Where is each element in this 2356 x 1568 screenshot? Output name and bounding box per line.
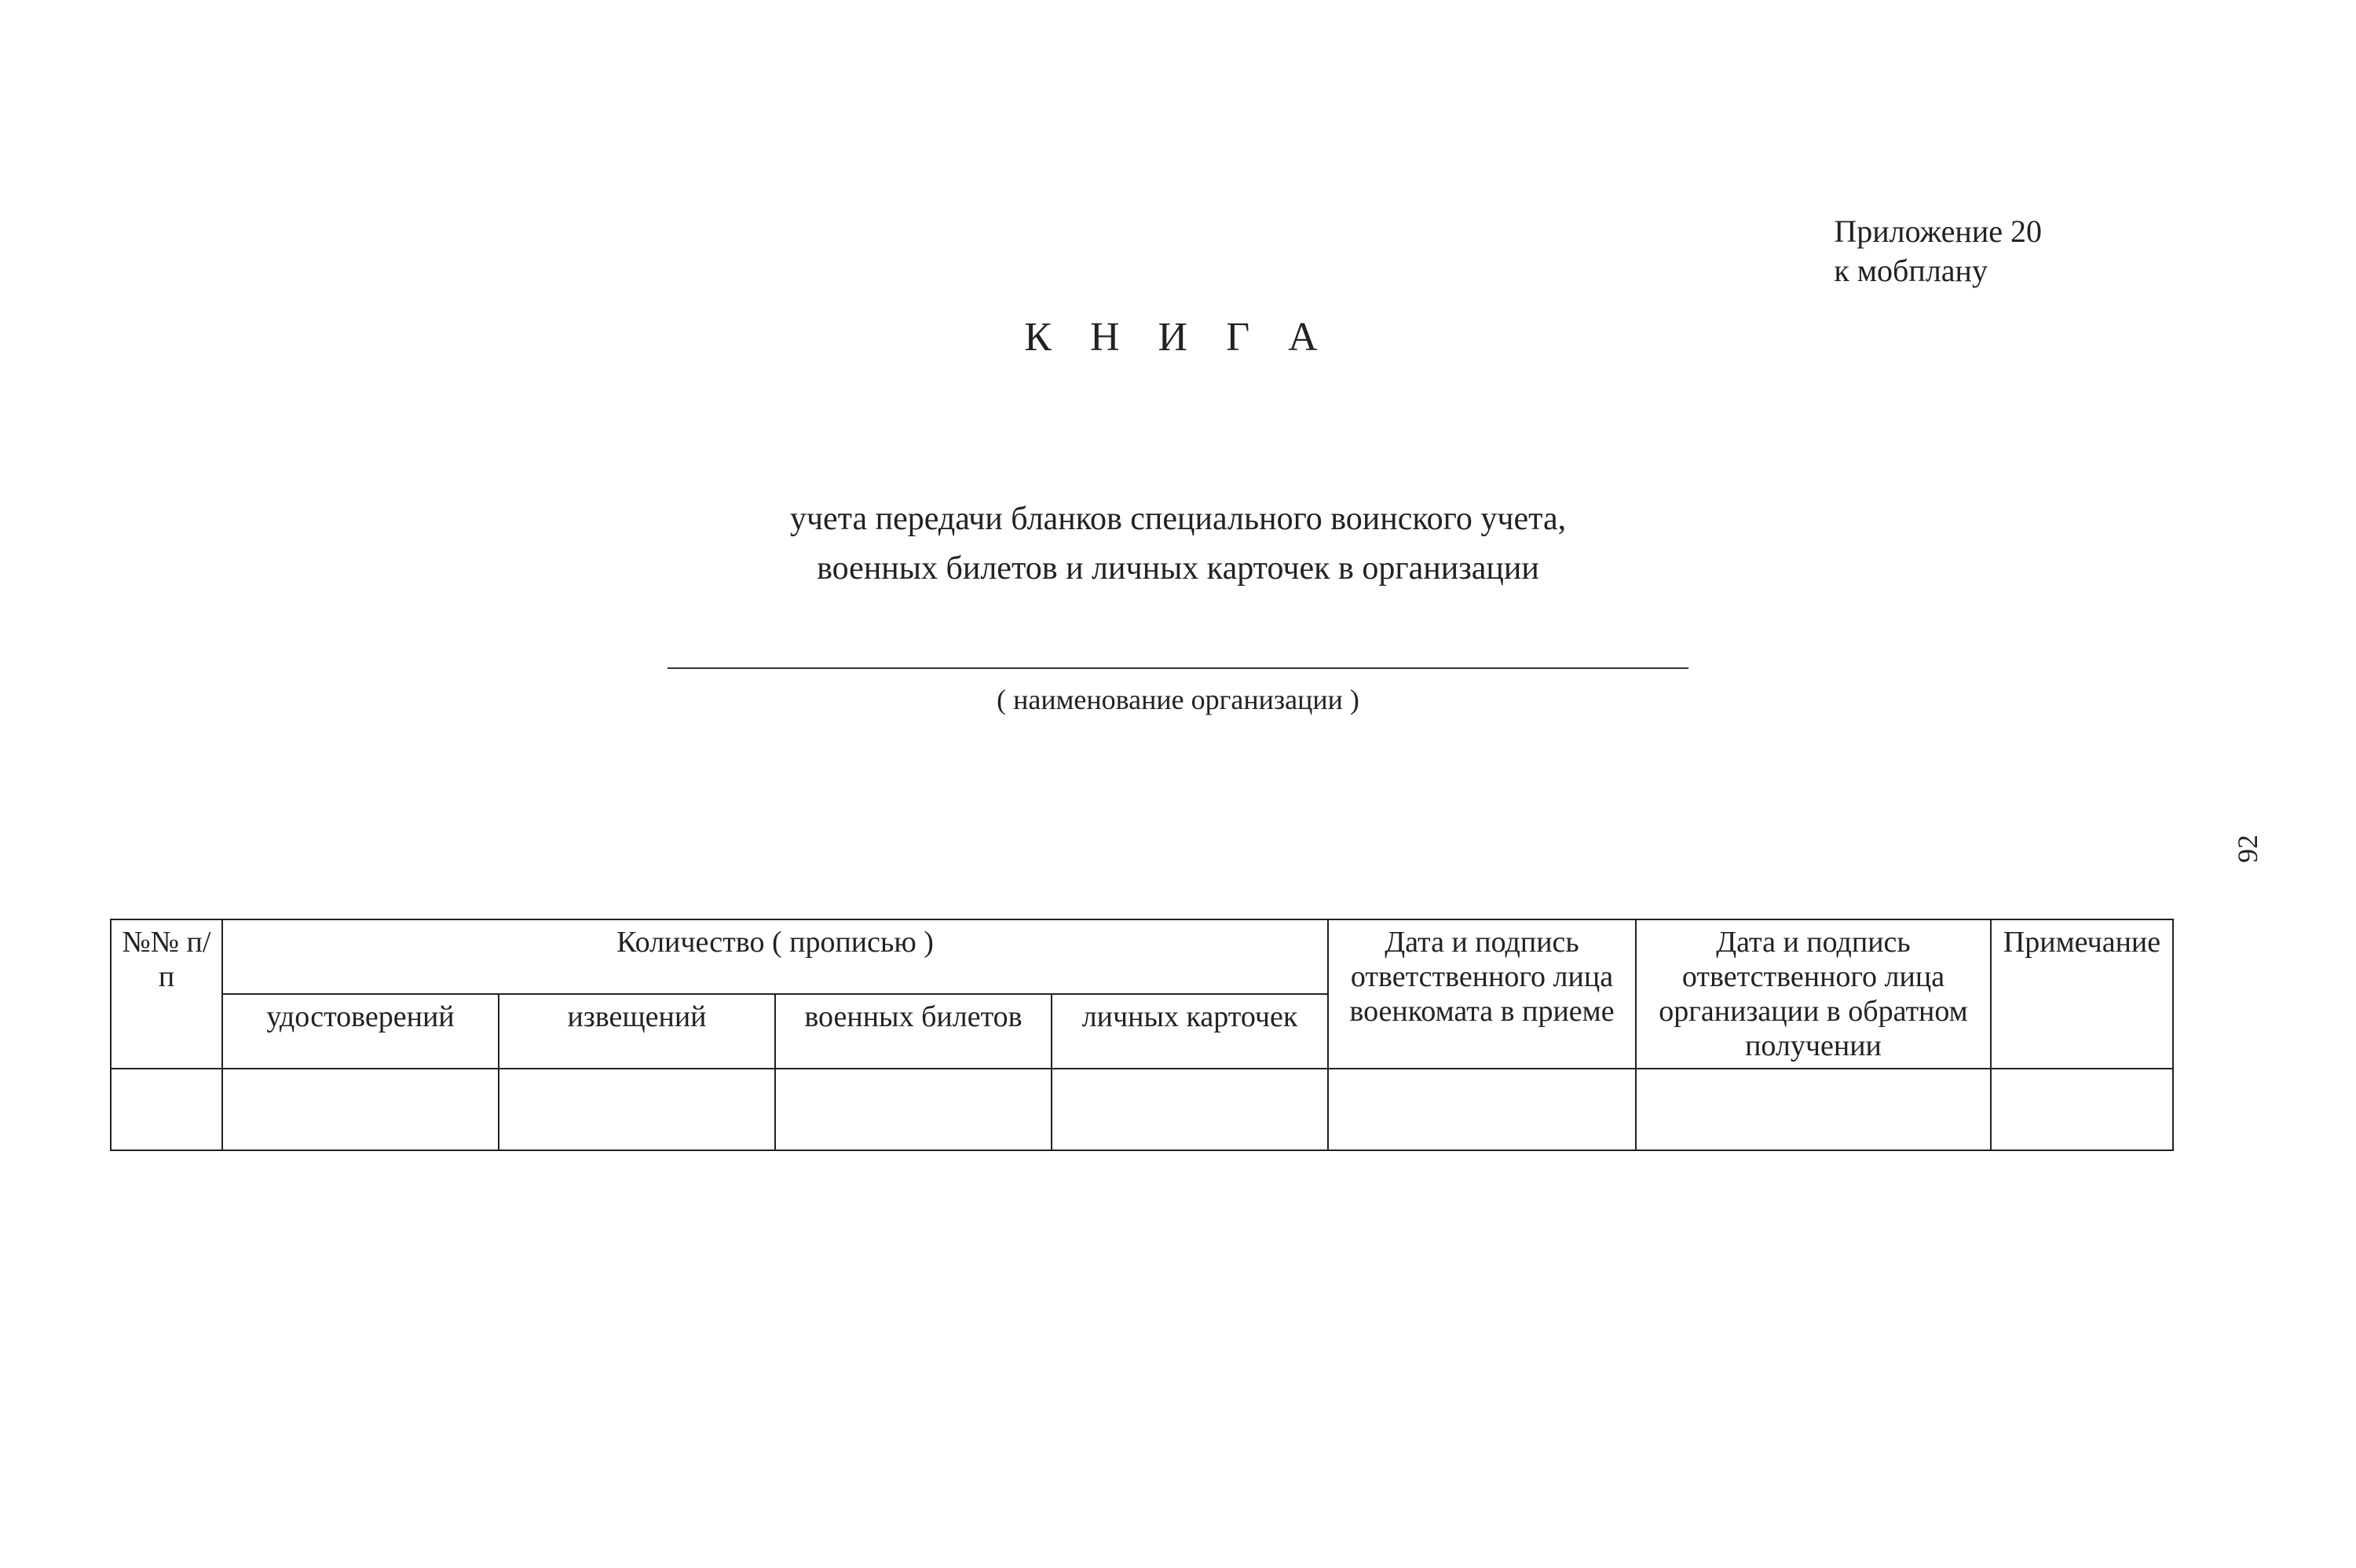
organization-caption: ( наименование организации ) (0, 683, 2356, 716)
col-header-quantity-group: Количество ( прописью ) (222, 919, 1328, 994)
cell (499, 1069, 775, 1150)
document-title: К Н И Г А (0, 314, 2356, 360)
table-row (111, 1069, 2173, 1150)
organization-blank-line (668, 667, 1688, 669)
cell (1991, 1069, 2173, 1150)
cell (1052, 1069, 1328, 1150)
col-header-certificates: удостоверений (222, 994, 499, 1069)
col-header-signature-organization: Дата и подпись ответственного лица орган… (1636, 919, 1991, 1069)
col-header-note: Примечание (1991, 919, 2173, 1069)
col-header-personal-cards: личных карточек (1052, 994, 1328, 1069)
document-subtitle: учета передачи бланков специального воин… (0, 495, 2356, 594)
annex-line-2: к мобплану (1834, 251, 2042, 291)
document-page: Приложение 20 к мобплану К Н И Г А учета… (0, 0, 2356, 1568)
cell (111, 1069, 222, 1150)
col-header-signature-voenkomat: Дата и подпись ответственного лица военк… (1328, 919, 1636, 1069)
col-header-number: №№ п/п (111, 919, 222, 1069)
ledger-table: №№ п/п Количество ( прописью ) Дата и по… (110, 919, 2174, 1151)
annex-line-1: Приложение 20 (1834, 212, 2042, 251)
col-header-military-ids: военных билетов (775, 994, 1052, 1069)
cell (1328, 1069, 1636, 1150)
cell (775, 1069, 1052, 1150)
page-number: 92 (2231, 835, 2264, 863)
table-header-row-1: №№ п/п Количество ( прописью ) Дата и по… (111, 919, 2173, 994)
subtitle-line-2: военных билетов и личных карточек в орга… (0, 544, 2356, 594)
cell (1636, 1069, 1991, 1150)
subtitle-line-1: учета передачи бланков специального воин… (0, 495, 2356, 544)
col-header-notices: извещений (499, 994, 775, 1069)
cell (222, 1069, 499, 1150)
annex-block: Приложение 20 к мобплану (1834, 212, 2042, 291)
